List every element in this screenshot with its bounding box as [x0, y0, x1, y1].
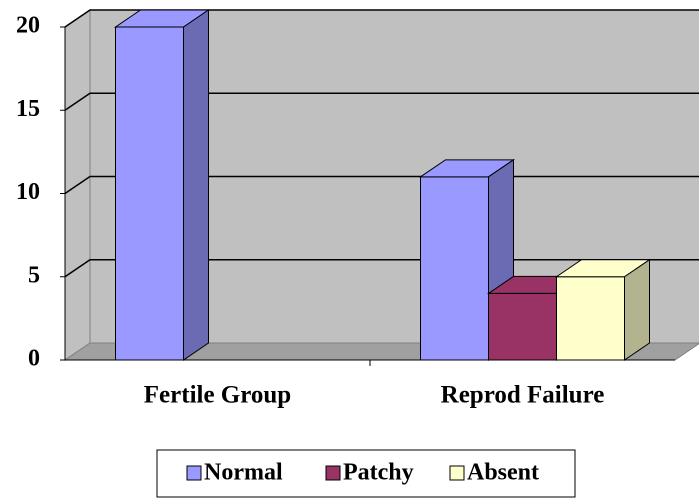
y-tick-label: 10: [16, 179, 40, 205]
legend-label: Absent: [467, 460, 539, 486]
legend-label: Normal: [204, 460, 283, 486]
bar-front: [488, 292, 557, 361]
bar-front: [115, 26, 184, 361]
bar-side: [183, 9, 209, 361]
grid-line: [64, 9, 699, 28]
y-tick-label: 20: [16, 13, 40, 39]
y-tick-label: 5: [28, 262, 40, 288]
legend-swatch: [325, 465, 341, 481]
bar: [554, 258, 652, 361]
legend-swatch: [186, 465, 202, 481]
x-tick-label: Fertile Group: [144, 382, 291, 409]
bar-front: [556, 276, 625, 361]
legend-label: Patchy: [343, 460, 414, 486]
y-tick-label: 15: [16, 96, 40, 122]
bar: [113, 9, 211, 361]
grid-line: [64, 92, 699, 111]
bar-front: [420, 176, 489, 361]
legend-box: [156, 449, 576, 498]
bar-side: [624, 258, 650, 361]
legend-swatch: [449, 465, 465, 481]
y-tick-label: 0: [28, 346, 40, 372]
x-tick-label: Reprod Failure: [441, 382, 605, 409]
